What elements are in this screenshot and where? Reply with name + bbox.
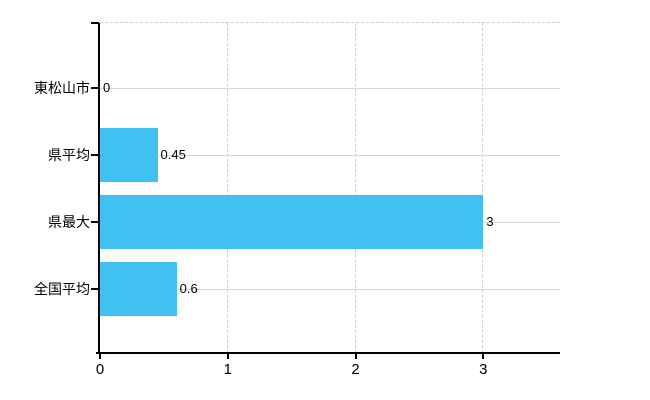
category-label: 県最大 (48, 214, 90, 230)
horizontal-gridline-row0 (100, 88, 560, 89)
x-axis-tick-label: 1 (223, 361, 232, 378)
y-axis-top-tick (91, 22, 99, 24)
x-axis-tick-label: 3 (479, 361, 488, 378)
vertical-gridline-x2 (354, 23, 356, 353)
bar-県平均 (100, 128, 158, 182)
x-axis-tick (99, 354, 101, 359)
vertical-gridline-x3 (482, 23, 484, 353)
y-axis-tick (91, 221, 99, 223)
y-axis-tick (91, 87, 99, 89)
bar-value-label: 0 (103, 80, 111, 95)
x-axis-tick (354, 354, 357, 359)
bar-value-label: 0.45 (160, 147, 186, 162)
category-label: 全国平均 (34, 281, 90, 297)
x-axis-tick-label: 0 (95, 361, 105, 378)
y-axis-tick (91, 288, 99, 290)
category-label: 県平均 (48, 147, 90, 163)
plot-top-border (100, 22, 560, 23)
x-axis-tick (226, 354, 229, 359)
bar-value-label: 3 (486, 214, 494, 229)
vertical-gridline-x1 (226, 23, 228, 353)
bar-全国平均 (100, 262, 177, 316)
x-axis-tick-label: 2 (351, 361, 360, 378)
horizontal-gridline-row3 (100, 289, 560, 290)
y-axis-line (98, 23, 100, 354)
y-axis-tick (91, 154, 99, 156)
bar-県最大 (100, 195, 484, 249)
category-label: 東松山市 (34, 80, 90, 96)
bar-value-label: 0.6 (179, 281, 198, 296)
horizontal-gridline-row1 (100, 155, 560, 156)
x-axis-line (96, 352, 560, 354)
x-axis-tick (482, 354, 485, 359)
